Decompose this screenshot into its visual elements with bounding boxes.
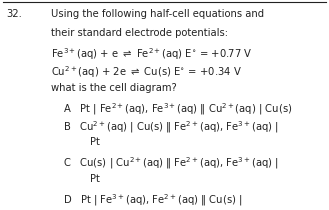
Text: their standard electrode potentials:: their standard electrode potentials: [51, 28, 228, 38]
Text: Fe$^{3+}$(aq) + e $\rightleftharpoons$ Fe$^{2+}$(aq) E$^{\circ}$ = +0.77 V: Fe$^{3+}$(aq) + e $\rightleftharpoons$ F… [51, 46, 253, 62]
Text: C   Cu(s) $|$ Cu$^{2+}$(aq) $\|$ Fe$^{2+}$(aq), Fe$^{3+}$(aq) $|$: C Cu(s) $|$ Cu$^{2+}$(aq) $\|$ Fe$^{2+}$… [63, 156, 278, 171]
Text: Cu$^{2+}$(aq) + 2e $\rightleftharpoons$ Cu(s) E$^{\circ}$ = +0.34 V: Cu$^{2+}$(aq) + 2e $\rightleftharpoons$ … [51, 64, 242, 80]
Text: Pt: Pt [90, 174, 100, 184]
Text: D   Pt $|$ Fe$^{3+}$(aq), Fe$^{2+}$(aq) $\|$ Cu(s) $|$: D Pt $|$ Fe$^{3+}$(aq), Fe$^{2+}$(aq) $\… [63, 192, 242, 208]
Text: A   Pt $|$ Fe$^{2+}$(aq), Fe$^{3+}$(aq) $\|$ Cu$^{2+}$(aq) $|$ Cu(s): A Pt $|$ Fe$^{2+}$(aq), Fe$^{3+}$(aq) $\… [63, 101, 292, 117]
Text: Pt: Pt [90, 137, 100, 147]
Text: 32.: 32. [7, 9, 22, 20]
Text: Using the following half-cell equations and: Using the following half-cell equations … [51, 9, 264, 20]
Text: B   Cu$^{2+}$(aq) $|$ Cu(s) $\|$ Fe$^{2+}$(aq), Fe$^{3+}$(aq) $|$: B Cu$^{2+}$(aq) $|$ Cu(s) $\|$ Fe$^{2+}$… [63, 119, 278, 135]
Text: what is the cell diagram?: what is the cell diagram? [51, 83, 177, 93]
